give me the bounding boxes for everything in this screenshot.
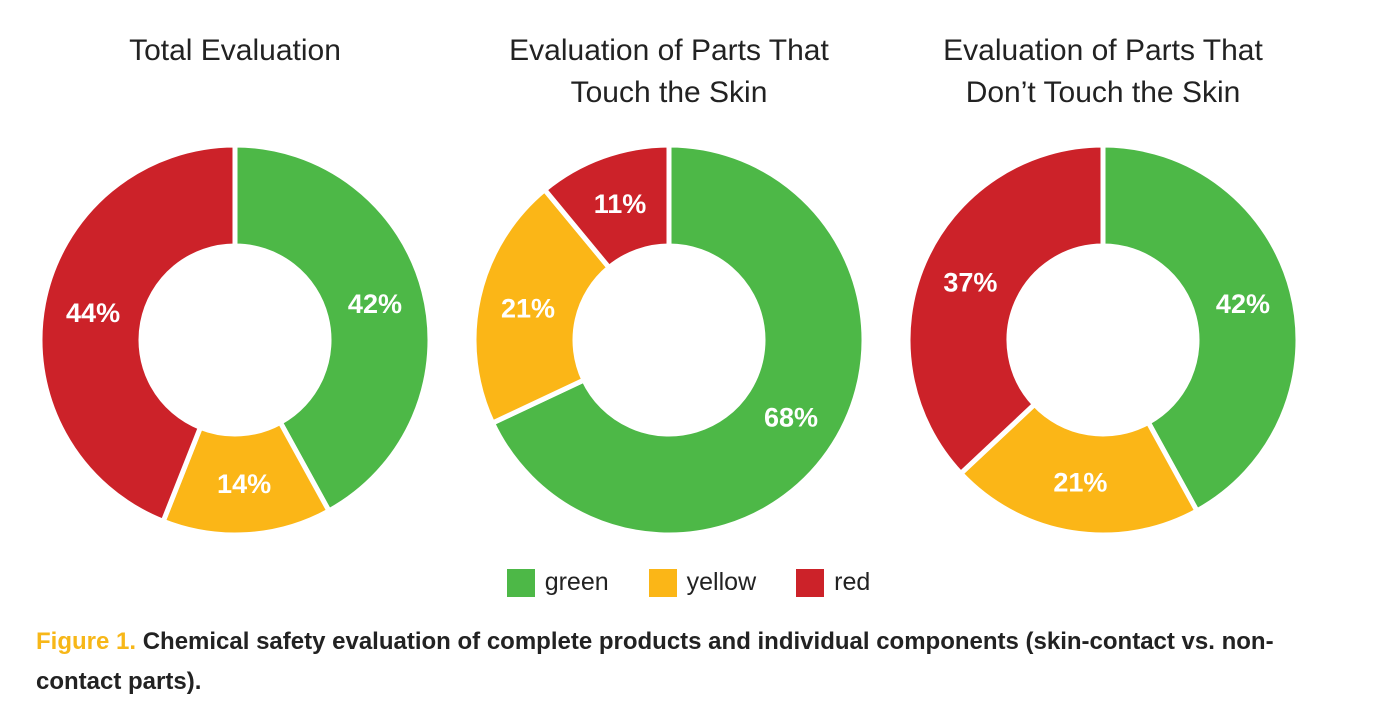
donut-slice-red xyxy=(541,142,672,272)
chart-title: Total Evaluation xyxy=(15,30,455,120)
slice-value-label: 44% xyxy=(66,298,120,328)
chart-title: Evaluation of Parts That Don’t Touch the… xyxy=(883,30,1323,120)
slice-value-label: 37% xyxy=(943,268,997,298)
slice-value-label: 21% xyxy=(1053,468,1107,498)
chart-panel-total: Total Evaluation xyxy=(15,30,455,120)
legend-item-green: green xyxy=(506,568,609,597)
donut-slice-yellow xyxy=(471,186,613,427)
chart-panel-no-skin: Evaluation of Parts That Don’t Touch the… xyxy=(883,30,1323,120)
legend-label: yellow xyxy=(686,568,757,596)
slice-value-label: 68% xyxy=(764,402,818,432)
slice-value-label: 14% xyxy=(217,469,271,499)
chart-title-line: Touch the Skin xyxy=(570,76,768,109)
chart-title-line: Don’t Touch the Skin xyxy=(965,76,1241,109)
donut-chart-skin: 68% 21% 11% xyxy=(471,142,867,538)
legend-swatch-red xyxy=(796,568,825,597)
donut-slice-green xyxy=(1100,142,1301,515)
slice-value-label: 21% xyxy=(501,293,555,323)
chart-title-line: Evaluation of Parts That xyxy=(509,34,829,67)
figure-caption: Figure 1. Chemical safety evaluation of … xyxy=(36,622,1336,702)
donut-chart-total: 42% 14% 44% xyxy=(37,142,433,538)
donut-slice-red xyxy=(905,142,1106,478)
chart-title-line: Evaluation of Parts That xyxy=(943,34,1263,67)
slice-value-label: 42% xyxy=(1216,289,1270,319)
legend-item-yellow: yellow xyxy=(648,568,757,597)
slice-value-label: 11% xyxy=(594,189,647,219)
caption-text: Chemical safety evaluation of complete p… xyxy=(36,628,1274,695)
chart-title: Evaluation of Parts That Touch the Skin xyxy=(449,30,889,120)
donut-slice-green xyxy=(489,142,867,538)
chart-panel-skin: Evaluation of Parts That Touch the Skin xyxy=(449,30,889,120)
donut-slice-yellow xyxy=(957,400,1201,538)
legend-label: red xyxy=(834,568,871,596)
donut-slice-green xyxy=(232,142,433,515)
legend-item-red: red xyxy=(796,568,870,597)
donut-slice-red xyxy=(37,142,238,525)
legend: green yellow red xyxy=(0,568,1377,597)
legend-swatch-green xyxy=(506,568,535,597)
donut-chart-no-skin: 42% 21% 37% xyxy=(905,142,1301,538)
chart-title-line: Total Evaluation xyxy=(129,34,341,67)
legend-label: green xyxy=(544,568,609,596)
legend-swatch-yellow xyxy=(648,568,677,597)
slice-value-label: 42% xyxy=(348,289,402,319)
figure-label: Figure 1. xyxy=(36,628,137,655)
